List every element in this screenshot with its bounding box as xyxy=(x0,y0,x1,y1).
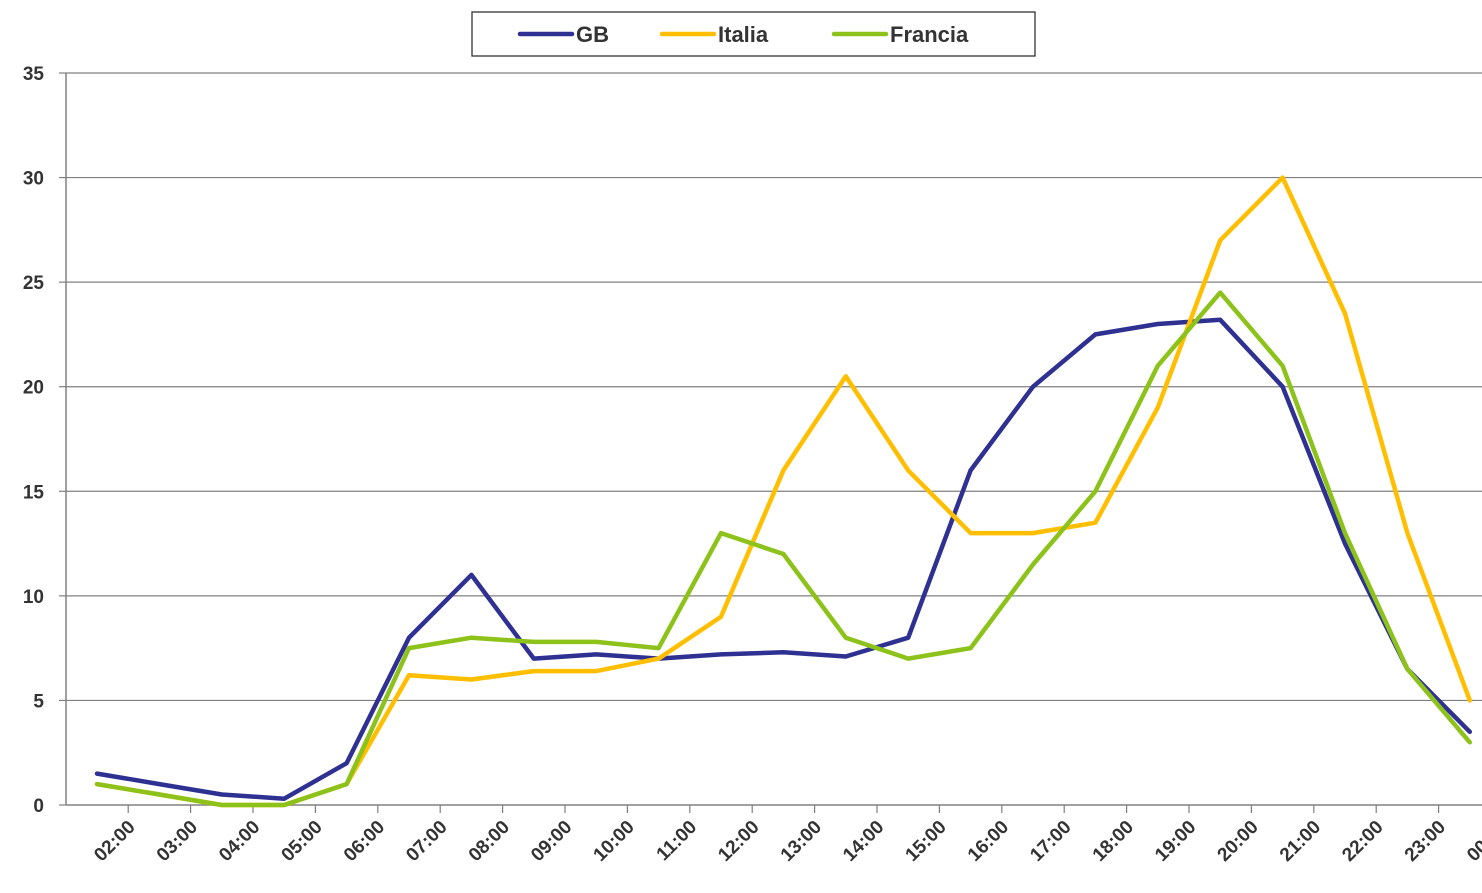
x-tick-label: 13:00 xyxy=(777,817,826,866)
x-tick-label: 14:00 xyxy=(839,817,888,866)
y-tick-label: 35 xyxy=(23,64,45,85)
y-tick-label: 10 xyxy=(23,587,44,608)
y-tick-label: 30 xyxy=(23,169,44,190)
x-tick-label: 12:00 xyxy=(714,817,763,866)
series-line-gb xyxy=(94,317,1473,801)
x-tick-label: 10:00 xyxy=(590,817,639,866)
x-tick-label: 15:00 xyxy=(902,817,951,866)
x-tick-label: 00:00 xyxy=(1463,817,1482,866)
x-tick-label: 08:00 xyxy=(465,817,514,866)
x-tick-label: 02:00 xyxy=(90,817,139,866)
legend-label-italia: Italia xyxy=(718,22,769,47)
y-tick-label: 0 xyxy=(33,796,44,817)
x-tick-label: 18:00 xyxy=(1089,817,1138,866)
legend-box xyxy=(471,11,1036,57)
axes xyxy=(65,73,1482,813)
x-tick-label: 19:00 xyxy=(1151,817,1200,866)
x-tick-label: 09:00 xyxy=(527,817,576,866)
x-tick-label: 21:00 xyxy=(1276,817,1325,866)
x-tick-label: 23:00 xyxy=(1401,817,1450,866)
x-tick-label: 03:00 xyxy=(153,817,202,866)
series-lines xyxy=(94,175,1473,808)
x-tick-label: 07:00 xyxy=(402,817,451,866)
x-axis-tick-labels: 02:00 03:00 04:00 05:00 06:00 07:00 08:00 09:00… xyxy=(90,817,1482,866)
y-axis-tick-labels: 0 5 10 15 20 25 30 35 xyxy=(23,64,45,817)
x-tick-label: 22:00 xyxy=(1338,817,1387,866)
y-tick-label: 25 xyxy=(23,273,45,294)
y-tick-label: 15 xyxy=(23,482,45,503)
legend-label-gb: GB xyxy=(576,22,609,47)
x-tick-label: 17:00 xyxy=(1026,817,1075,866)
series-line-francia xyxy=(94,290,1473,808)
y-tick-label: 20 xyxy=(23,378,44,399)
y-tick-label: 5 xyxy=(33,691,44,712)
gridlines xyxy=(59,72,1482,806)
x-tick-label: 05:00 xyxy=(278,817,327,866)
x-tick-label: 16:00 xyxy=(964,817,1013,866)
x-tick-label: 20:00 xyxy=(1214,817,1263,866)
x-tick-label: 11:00 xyxy=(653,817,701,865)
legend-label-francia: Francia xyxy=(890,22,969,47)
x-tick-label: 04:00 xyxy=(215,817,264,866)
x-tick-label: 06:00 xyxy=(340,817,389,866)
legend: GB Italia Francia xyxy=(471,11,1036,57)
